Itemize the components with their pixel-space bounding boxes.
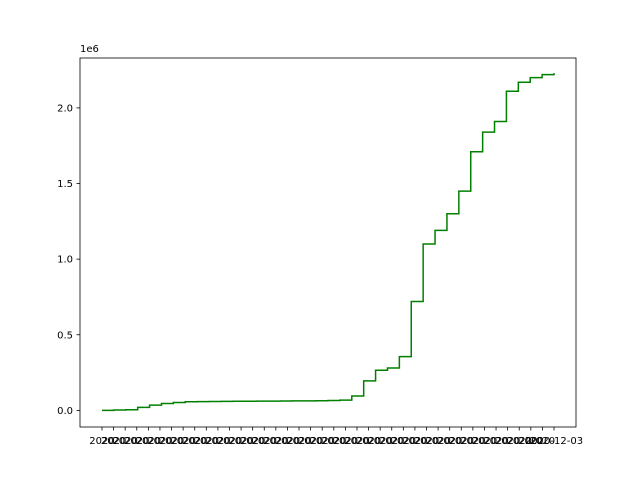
x-tick-label: 2020 [449,436,474,447]
x-tick-label: 2020 [124,436,149,447]
x-tick-label: 2020 [425,436,450,447]
axes-frame [79,57,577,428]
x-tick-label: 2020 [112,436,137,447]
x-tick-label: 2020 [205,436,230,447]
x-tick-label: 2020 [240,436,265,447]
x-tick-label: 2020 [136,436,161,447]
x-tick-label: 2020 [333,436,358,447]
x-tick-label: 2020 [483,436,508,447]
x-tick-label: 2020 [518,436,543,447]
x-tick-label: 2020 [101,436,126,447]
x-tick-label: 2020 [263,436,288,447]
x-tick-label: 2020 [147,436,172,447]
x-tick-label: 2020 [159,436,184,447]
x-tick-label: 2020 [321,436,346,447]
x-tick-label: 2020 [298,436,323,447]
x-tick-label: 2020 [507,436,532,447]
x-tick-label: 2020 [275,436,300,447]
y-tick-label: 0.5 [57,330,73,341]
y-tick-label: 0.0 [57,406,73,417]
x-tick-label: 2020 [182,436,207,447]
x-tick-label: 2020 [286,436,311,447]
x-tick-label: 2020 [356,436,381,447]
x-tick-label: 2020 [530,436,555,447]
axes: 0.00.51.01.52.02020202020202020202020202… [57,57,583,447]
x-tick-label: 2020-12-03 [525,436,583,447]
x-tick-label: 2020 [495,436,520,447]
x-tick-label: 2020 [414,436,439,447]
y-offset-label: 1e6 [80,44,99,55]
x-tick-label: 2020 [309,436,334,447]
series-line [102,73,555,412]
x-tick-label: 2020 [252,436,277,447]
x-tick-label: 2020 [228,436,253,447]
x-tick-label: 2020 [217,436,242,447]
x-tick-label: 2020 [391,436,416,447]
x-tick-label: 2020 [89,436,114,447]
x-tick-label: 2020 [194,436,219,447]
y-tick-label: 1.5 [57,179,73,190]
x-tick-label: 2020 [460,436,485,447]
x-tick-label: 2020 [437,436,462,447]
x-tick-label: 2020 [367,436,392,447]
plot-area [102,73,555,412]
x-tick-label: 2020 [344,436,369,447]
x-tick-label: 2020 [379,436,404,447]
x-tick-label: 2020 [170,436,195,447]
y-tick-label: 1.0 [57,255,73,266]
x-tick-label: 2020 [402,436,427,447]
x-tick-label: 2020 [472,436,497,447]
y-tick-label: 2.0 [57,103,73,114]
